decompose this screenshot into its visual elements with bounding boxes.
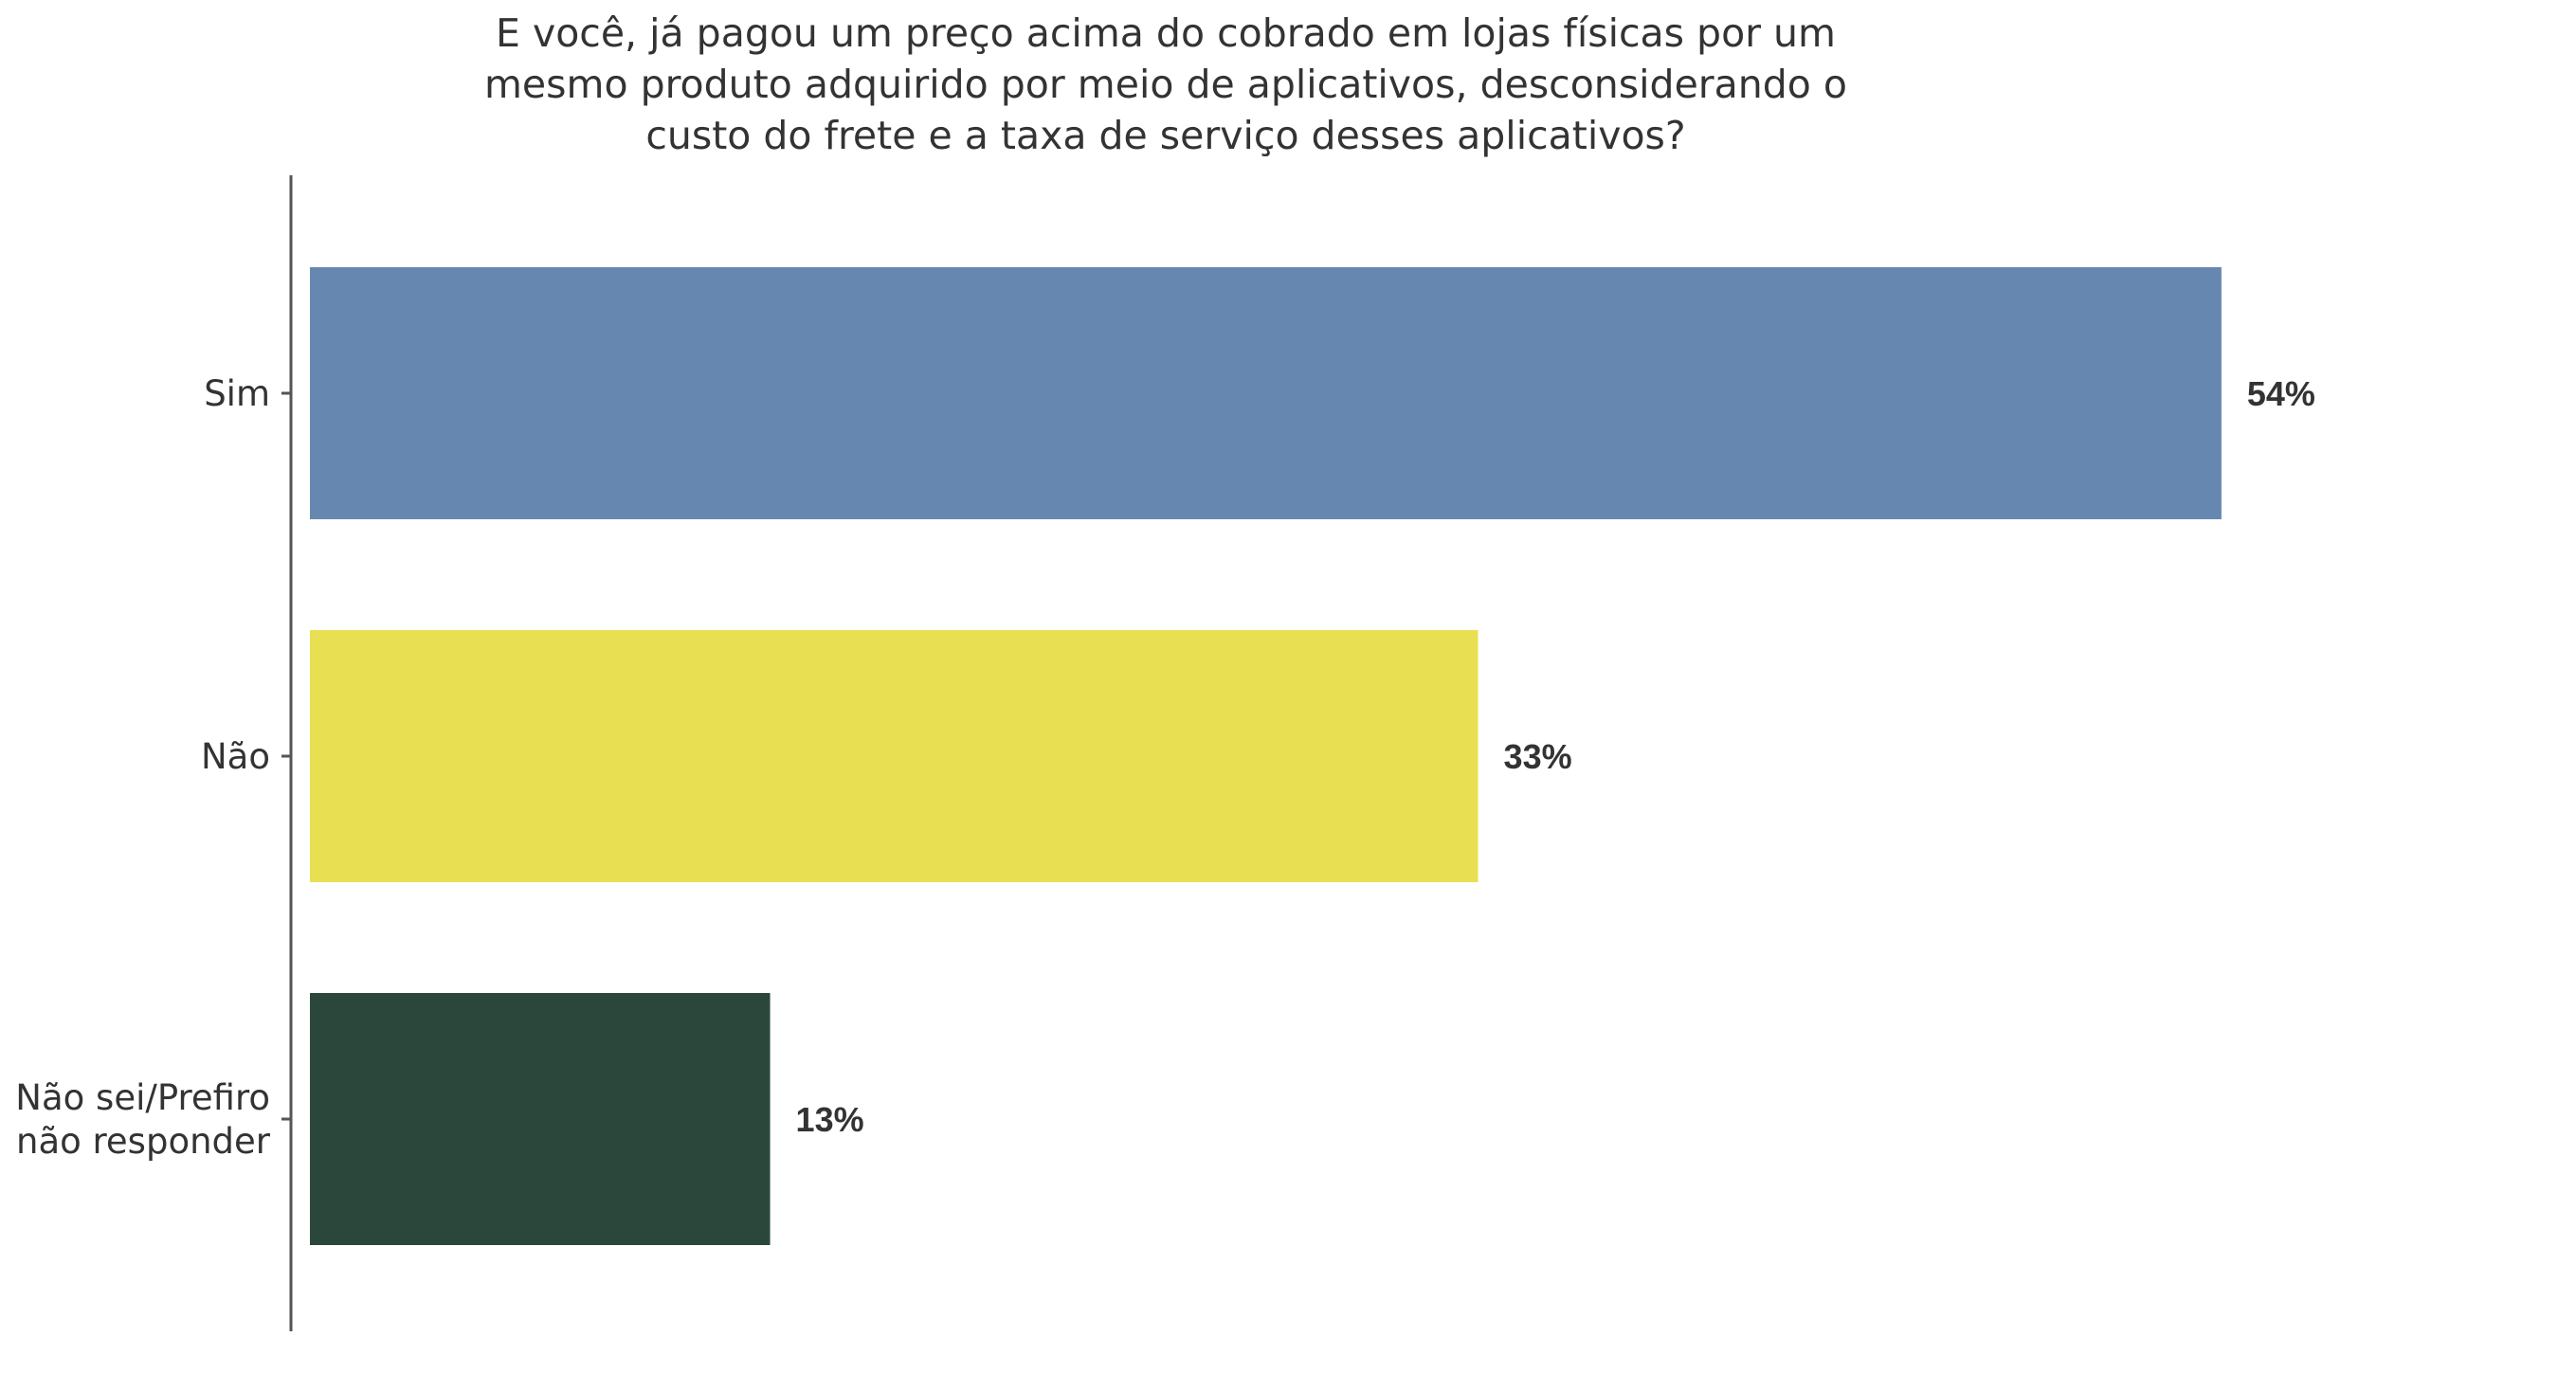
bar [310,267,2222,519]
chart-title-line: E você, já pagou um preço acima do cobra… [496,10,1836,56]
bar [310,993,771,1245]
chart-title-line: custo do frete e a taxa de serviço desse… [645,113,1686,158]
y-axis-tick-label: Não sei/Prefiro não responder [15,1077,270,1162]
data-label: 13% [796,1100,864,1139]
y-axis-tick-label: Não [201,736,270,777]
chart-title-line: mesmo produto adquirido por meio de apli… [483,62,1847,107]
chart-title: E você, já pagou um preço acima do cobra… [360,8,1971,161]
y-axis-tick-label: Sim [204,373,270,414]
data-label: 54% [2247,374,2315,413]
data-label: 33% [1504,737,1572,776]
bar [310,630,1478,882]
